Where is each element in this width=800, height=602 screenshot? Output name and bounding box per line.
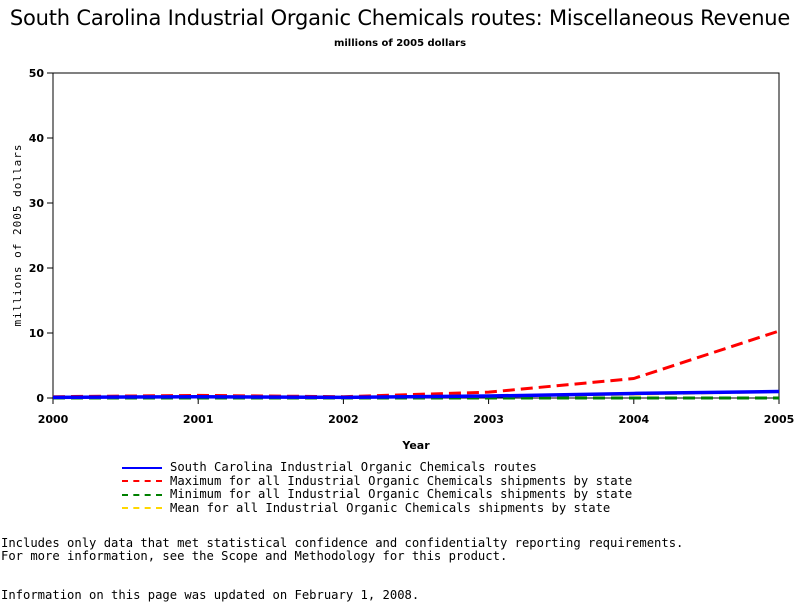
plot-frame: [52, 72, 780, 399]
x-tick-label: 2001: [183, 413, 214, 426]
chart: 0 10 20 30 40 50 2000 2001 2002 2003 2004 2005 Yea…: [11, 67, 795, 452]
legend-swatch: [122, 480, 162, 483]
x-tick-label: 2002: [328, 413, 359, 426]
y-tick-label: 0: [36, 392, 44, 405]
y-tick-label: 20: [29, 262, 45, 275]
footnote-updated: Information on this page was updated on …: [1, 588, 420, 602]
x-tick-label: 2005: [764, 413, 795, 426]
legend-item: Minimum for all Industrial Organic Chemi…: [122, 487, 633, 502]
legend: South Carolina Industrial Organic Chemic…: [122, 460, 633, 516]
y-tick-label: 40: [29, 132, 45, 145]
legend-item: Mean for all Industrial Organic Chemical…: [122, 500, 632, 516]
legend-swatch: [122, 493, 162, 496]
legend-swatch: [122, 507, 162, 510]
legend-label: Mean for all Industrial Organic Chemical…: [170, 500, 611, 515]
y-axis: 0 10 20 30 40 50: [29, 67, 53, 405]
x-axis: 2000 2001 2002 2003 2004 2005: [38, 398, 795, 426]
y-axis-label: millions of 2005 dollars: [11, 144, 24, 327]
series-lines: [52, 329, 780, 400]
x-tick-label: 2004: [618, 413, 649, 426]
legend-item: Maximum for all Industrial Organic Chemi…: [122, 473, 633, 489]
footnote-confidence: Includes only data that met statistical …: [1, 536, 684, 550]
y-tick-label: 10: [29, 327, 45, 340]
legend-item: South Carolina Industrial Organic Chemic…: [122, 460, 632, 475]
x-tick-label: 2003: [473, 413, 504, 426]
series-line-1: [52, 329, 780, 399]
legend-swatch: [122, 466, 162, 469]
y-tick-label: 30: [29, 197, 45, 210]
footnote-methodology: For more information, see the Scope and …: [1, 549, 508, 563]
x-axis-label: Year: [401, 439, 430, 452]
legend-label: South Carolina Industrial Organic Chemic…: [170, 460, 537, 474]
legend-label: Maximum for all Industrial Organic Chemi…: [170, 473, 633, 488]
x-tick-label: 2000: [38, 413, 69, 426]
series-line-0: [52, 389, 780, 400]
chart-subtitle: millions of 2005 dollars: [333, 38, 467, 49]
y-tick-label: 50: [29, 67, 45, 80]
chart-title: South Carolina Industrial Organic Chemic…: [9, 6, 791, 30]
legend-label: Minimum for all Industrial Organic Chemi…: [170, 487, 633, 501]
